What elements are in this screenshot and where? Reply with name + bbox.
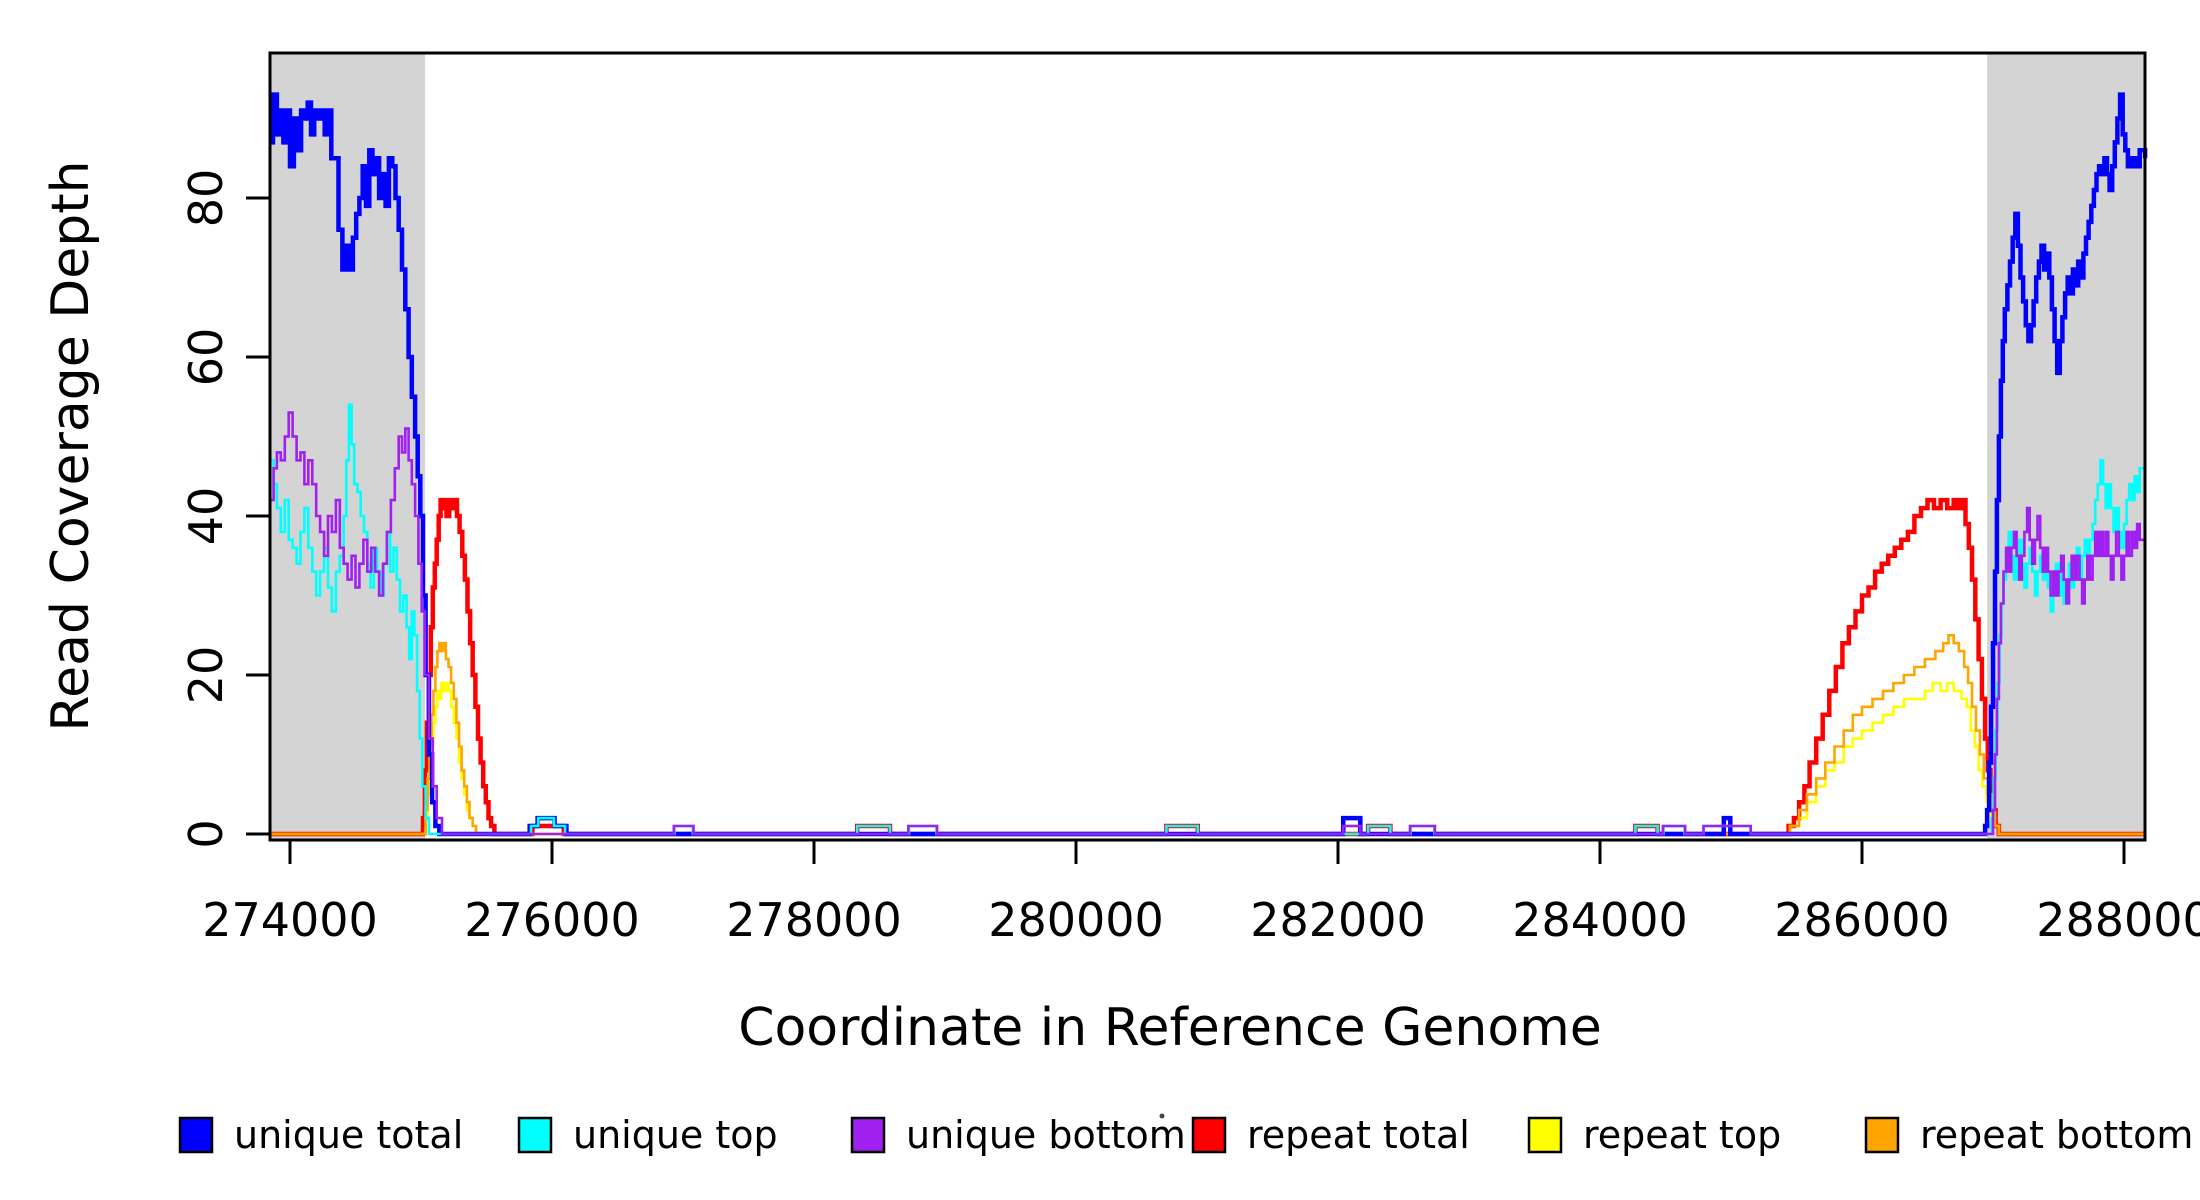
x-tick-label: 282000 [1250, 893, 1426, 947]
x-tick-label: 278000 [726, 893, 902, 947]
legend-swatch-unique-bottom [850, 1116, 886, 1154]
legend-label-repeat-total: repeat total [1247, 1113, 1470, 1157]
legend-label-repeat-bottom: repeat bottom [1920, 1113, 2193, 1157]
series-line-unique-bottom [270, 411, 2147, 836]
x-tick-label: 288000 [2036, 893, 2200, 947]
legend-swatch-repeat-top [1527, 1116, 1563, 1154]
y-tick-label: 40 [179, 487, 233, 546]
plot-box [268, 51, 2147, 842]
legend-label-repeat-top: repeat top [1583, 1113, 1781, 1157]
y-tick-label: 20 [179, 646, 233, 705]
x-tick-label: 274000 [202, 893, 378, 947]
x-tick-label: 276000 [464, 893, 640, 947]
legend-label-unique-top: unique top [573, 1113, 778, 1157]
legend-separator-dot [1159, 1113, 1165, 1119]
legend-swatch-unique-total [178, 1116, 214, 1154]
x-axis-title: Coordinate in Reference Genome [738, 998, 1602, 1058]
legend-label-unique-bottom: unique bottom [906, 1113, 1186, 1157]
x-tick-label: 280000 [988, 893, 1164, 947]
y-tick-label: 0 [179, 819, 233, 848]
legend-swatch-repeat-bottom [1864, 1116, 1900, 1154]
series-line-unique-total [270, 92, 2148, 837]
series-line-unique-top [270, 403, 2147, 836]
y-tick-label: 80 [179, 169, 233, 228]
x-tick-label: 284000 [1512, 893, 1688, 947]
x-tick-label: 286000 [1774, 893, 1950, 947]
y-tick-label: 60 [179, 328, 233, 387]
legend-swatch-repeat-total [1191, 1116, 1227, 1154]
right-gray-band [1987, 53, 2146, 840]
legend-label-unique-total: unique total [234, 1113, 463, 1157]
y-axis-title: Read Coverage Depth [41, 160, 101, 731]
series-line-repeat-bottom [270, 634, 2146, 836]
legend-swatch-unique-top [517, 1116, 553, 1154]
